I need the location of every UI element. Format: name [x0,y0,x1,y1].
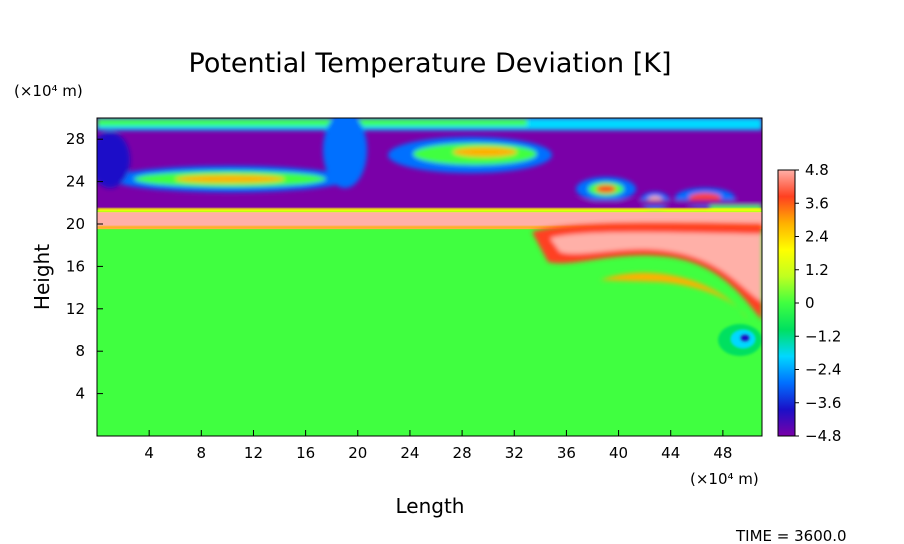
x-tick-label: 8 [197,444,207,462]
y-tick-label: 24 [66,173,85,191]
x-tick-label: 24 [400,444,419,462]
x-ticks: 4 8 12 16 20 24 28 32 36 40 44 48 [144,430,732,462]
colorbar [777,169,796,437]
y-tick-label: 20 [66,215,85,233]
colorbar-label: 1.2 [805,261,829,279]
cold-blob [718,324,762,356]
plot-frame [96,117,763,437]
colorbar-label: −1.2 [805,327,841,345]
x-tick-label: 28 [453,444,472,462]
x-tick-label: 12 [244,444,263,462]
time-stamp: TIME = 3600.0 [735,527,847,544]
y-tick-label: 28 [66,130,85,148]
x-tick-label: 36 [557,444,576,462]
colorbar-label: −4.8 [805,427,841,445]
x-tick-label: 44 [661,444,680,462]
x-tick-label: 40 [609,444,628,462]
x-axis-unit: (×10⁴ m) [690,470,759,488]
y-tick-label: 12 [66,300,85,318]
y-ticks: 4 8 12 16 20 24 28 [66,130,103,403]
colorbar-label: 0 [805,294,815,312]
x-tick-label: 4 [144,444,154,462]
y-axis-label: Height [30,244,54,310]
heatmap-field [97,118,762,436]
colorbar-label: 3.6 [805,194,829,212]
x-tick-label: 48 [713,444,732,462]
y-tick-label: 8 [75,342,85,360]
x-tick-label: 20 [348,444,367,462]
warm-plume [532,222,762,320]
y-tick-label: 4 [75,385,85,403]
colorbar-label: −3.6 [805,394,841,412]
y-tick-label: 16 [66,257,85,275]
x-axis-label: Length [396,494,465,518]
x-tick-label: 16 [296,444,315,462]
colorbar-label: 2.4 [805,228,829,246]
colorbar-label: 4.8 [805,161,829,179]
x-tick-label: 32 [505,444,524,462]
chart-title: Potential Temperature Deviation [K] [189,48,672,79]
y-axis-unit: (×10⁴ m) [14,82,83,100]
colorbar-labels: 4.8 3.6 2.4 1.2 0 −1.2 −2.4 −3.6 −4.8 [795,161,841,445]
upper-band-variations [97,118,762,212]
colorbar-label: −2.4 [805,361,841,379]
